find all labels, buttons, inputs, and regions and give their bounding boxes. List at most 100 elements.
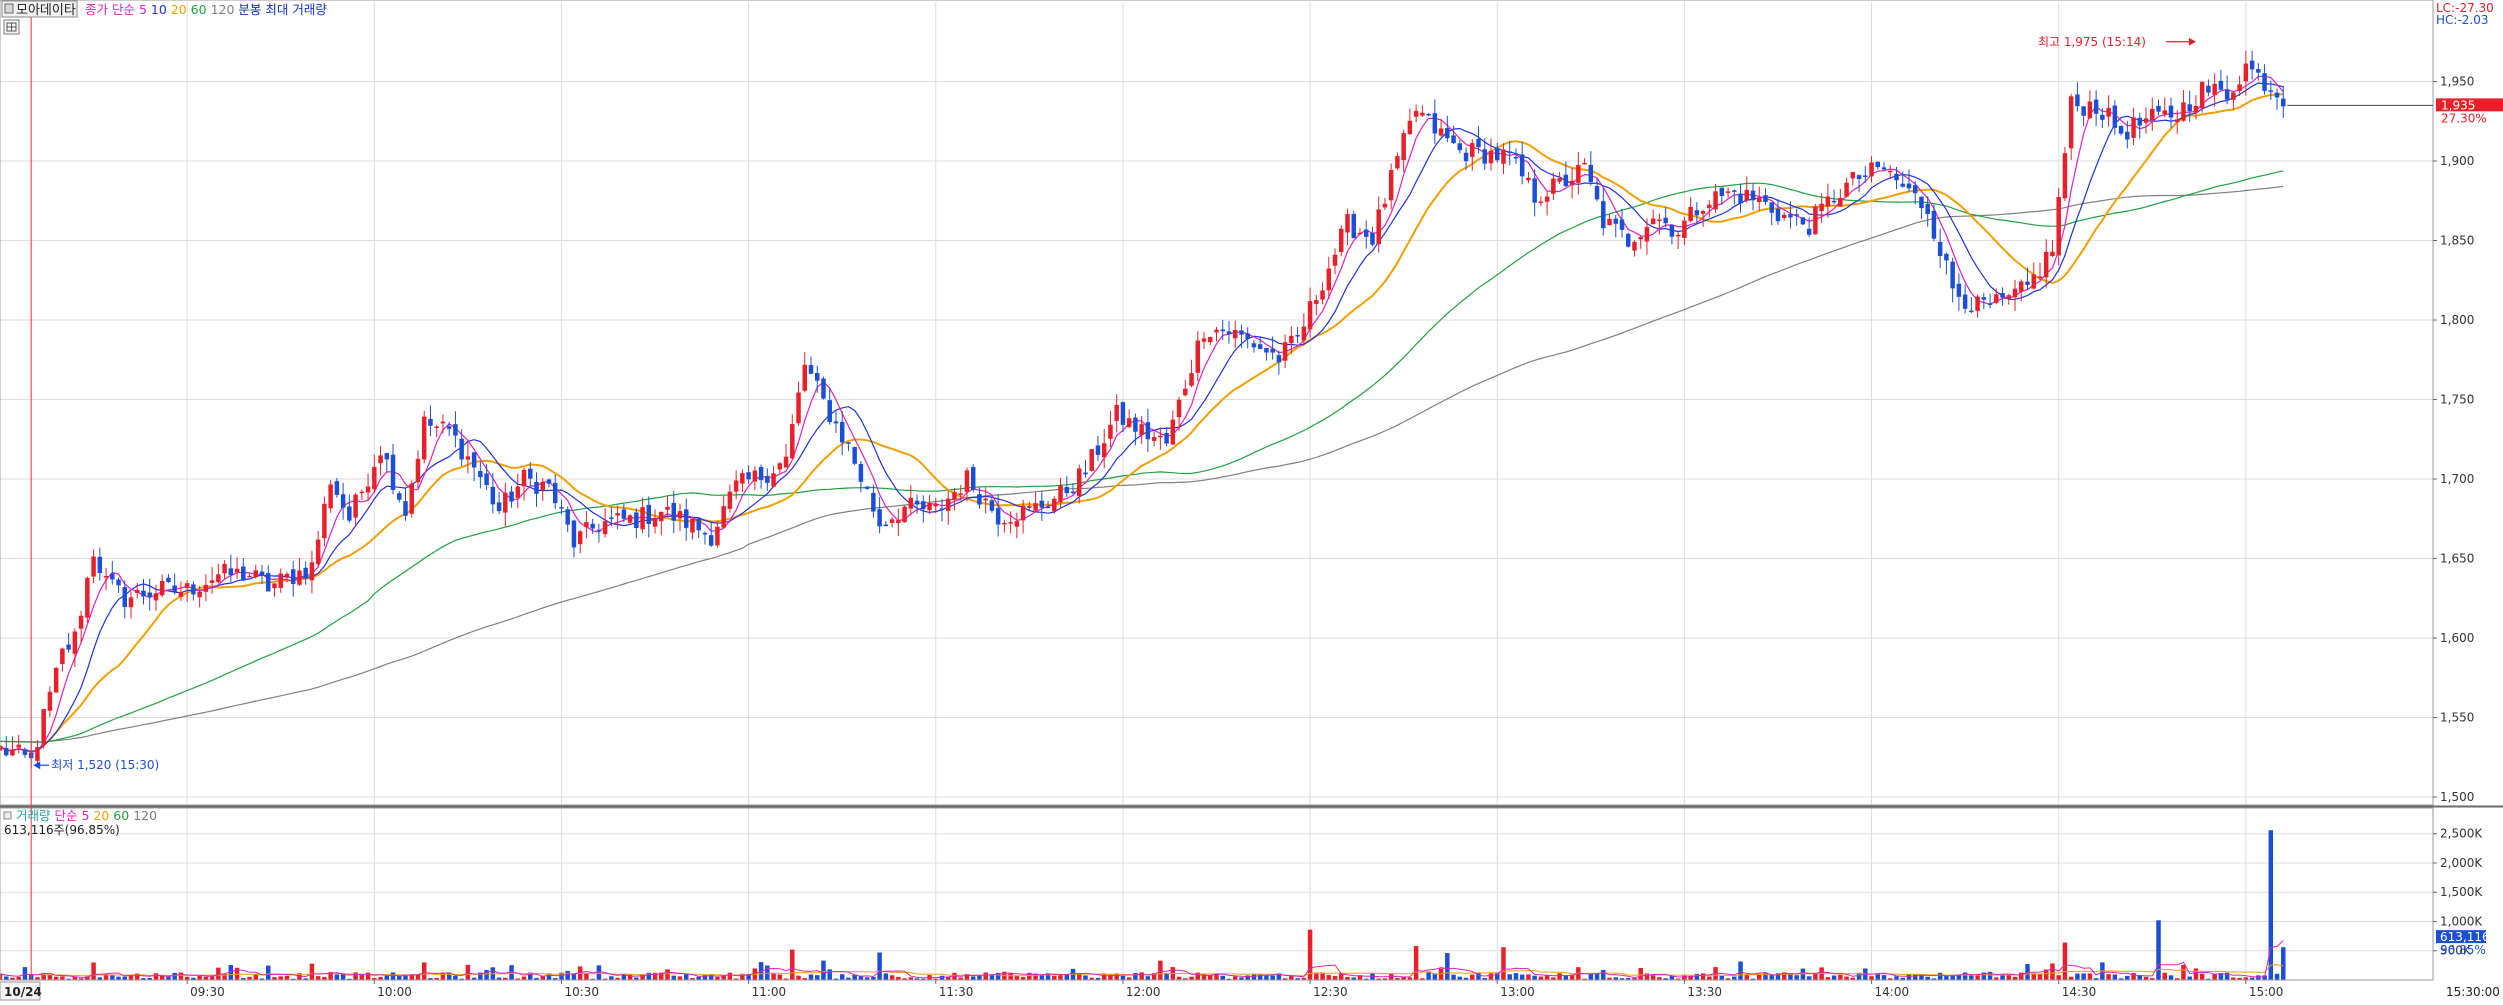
- legend-entry[interactable]: 10: [151, 2, 171, 17]
- candle-body: [415, 458, 421, 483]
- candle-body: [621, 509, 627, 519]
- legend-entry[interactable]: 종가 단순: [85, 2, 139, 17]
- candle-body: [509, 491, 514, 502]
- candle-body: [1345, 214, 1350, 233]
- volume-bar: [921, 978, 926, 980]
- volume-bar: [1569, 974, 1575, 980]
- volume-bar: [66, 978, 71, 980]
- volume-bars: [0, 830, 2286, 980]
- volume-tick-label: 500K: [2440, 944, 2472, 958]
- candle-body: [808, 365, 814, 374]
- candle-body: [1183, 388, 1188, 396]
- volume-bar: [191, 977, 196, 980]
- candle-body: [1045, 506, 1051, 509]
- candle-body: [983, 498, 988, 501]
- volume-bar: [2224, 972, 2230, 980]
- legend-entry[interactable]: 120: [211, 2, 239, 17]
- volume-bar: [16, 976, 21, 980]
- candle-body: [1158, 435, 1163, 438]
- legend-entry[interactable]: 20: [171, 2, 191, 17]
- candle-body: [1813, 206, 1818, 235]
- candle-body: [2274, 92, 2280, 98]
- volume-bar: [2143, 976, 2149, 980]
- candle-body: [1083, 472, 1088, 475]
- candle-body: [1201, 338, 1207, 342]
- volume-bar: [2006, 974, 2012, 980]
- candle-body: [540, 481, 545, 490]
- candle-body: [2237, 84, 2242, 92]
- candle-body: [1020, 505, 1026, 521]
- candle-body: [178, 591, 184, 597]
- volume-bar: [478, 972, 483, 980]
- candle-body: [1276, 355, 1282, 363]
- volume-bar: [2199, 973, 2205, 980]
- legend-entry[interactable]: 단순: [54, 808, 81, 823]
- volume-bar: [1351, 977, 1356, 980]
- volume-bar: [1563, 975, 1569, 980]
- candle-body: [334, 481, 340, 495]
- date-box: [0, 981, 41, 1001]
- volume-bar: [1045, 973, 1051, 980]
- volume-bar: [796, 975, 801, 980]
- time-tick-label: 15:00: [2249, 985, 2284, 999]
- candle-body: [1675, 234, 1681, 237]
- candle-body: [1052, 498, 1057, 512]
- candle-body: [203, 584, 209, 592]
- legend-entry[interactable]: 거래량: [16, 808, 54, 823]
- volume-bar: [671, 975, 676, 980]
- hc-label: HC:-2.03: [2436, 13, 2489, 27]
- candle-body: [2093, 99, 2099, 114]
- legend-entry[interactable]: 분봉 최대 거래량: [238, 2, 327, 17]
- candle-body: [1008, 522, 1013, 524]
- volume-pane-border: [0, 807, 2434, 981]
- candle-body: [378, 455, 383, 464]
- legend-entry[interactable]: 60: [191, 2, 211, 17]
- legend-entry[interactable]: 5: [81, 808, 93, 823]
- candle-body: [2212, 83, 2217, 95]
- candle-body: [1494, 148, 1500, 161]
- candle-body: [372, 467, 377, 490]
- volume-bar: [172, 972, 177, 980]
- volume-bar: [1357, 975, 1363, 980]
- volume-bar: [1339, 973, 1344, 980]
- volume-bar: [322, 977, 327, 980]
- candle-body: [602, 521, 608, 535]
- volume-bar: [228, 965, 234, 980]
- volume-bar: [1420, 978, 1425, 980]
- candle-body: [1195, 340, 1201, 373]
- volume-bar: [2043, 969, 2049, 980]
- volume-bar: [1020, 977, 1026, 980]
- candle-body: [1145, 422, 1151, 440]
- candle-body: [640, 507, 645, 530]
- legend-entry[interactable]: 120: [133, 808, 157, 823]
- volume-bar: [2231, 977, 2236, 980]
- volume-pane-toggle[interactable]: [3, 811, 12, 820]
- price-tick-label: 1,600: [2440, 631, 2474, 645]
- price-legend[interactable]: 종가 단순 5 10 20 60 120 분봉 최대 거래량: [85, 2, 327, 17]
- volume-bar: [1781, 972, 1787, 980]
- chart-tab[interactable]: 모아데이타: [1, 0, 78, 18]
- candle-body: [1307, 301, 1313, 330]
- legend-entry[interactable]: 20: [93, 808, 113, 823]
- legend-entry[interactable]: 5: [139, 2, 151, 17]
- settings-button[interactable]: [3, 19, 20, 35]
- volume-legend[interactable]: 거래량 단순 5 20 60 120: [16, 808, 157, 823]
- volume-bar: [1239, 977, 1244, 980]
- candle-body: [315, 539, 321, 565]
- volume-bar: [702, 974, 708, 980]
- candle-body: [752, 470, 758, 482]
- candle-body: [72, 631, 78, 654]
- volume-bar: [334, 974, 340, 980]
- candle-body: [1239, 330, 1244, 335]
- candle-body: [1925, 204, 1930, 215]
- candle-body: [1320, 290, 1325, 300]
- price-tick-label: 1,700: [2440, 472, 2474, 486]
- legend-entry[interactable]: 60: [113, 808, 133, 823]
- current-price-badge: 1,935 27.30%: [2436, 98, 2503, 125]
- volume-bar: [946, 976, 951, 980]
- volume-bar: [1470, 974, 1475, 980]
- candle-body: [2081, 106, 2086, 116]
- candle-body: [1819, 203, 1824, 211]
